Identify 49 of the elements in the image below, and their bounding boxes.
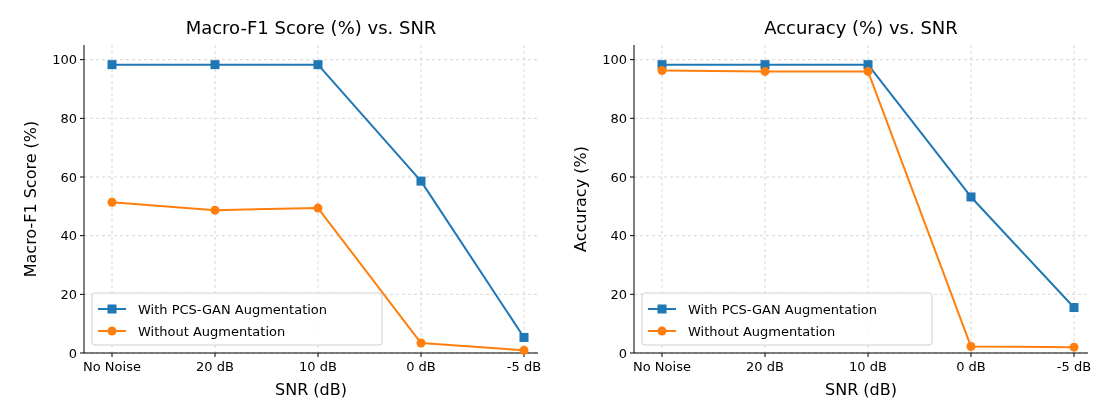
y-tick-label: 60 bbox=[60, 169, 77, 185]
x-tick-label: 10 dB bbox=[299, 359, 337, 374]
point bbox=[519, 345, 529, 355]
y-axis-title: Macro-F1 Score (%) bbox=[21, 120, 40, 278]
point bbox=[1069, 342, 1079, 352]
y-tick-label: 60 bbox=[610, 169, 627, 185]
point bbox=[107, 60, 117, 70]
x-axis-title: SNR (dB) bbox=[275, 380, 347, 399]
point bbox=[210, 205, 220, 215]
y-tick-label: 80 bbox=[60, 110, 77, 126]
x-tick-label: 20 dB bbox=[196, 359, 234, 374]
point bbox=[760, 66, 770, 76]
y-tick-label: 40 bbox=[60, 228, 77, 244]
legend-label: Without Augmentation bbox=[688, 323, 836, 339]
legend-label: With PCS-GAN Augmentation bbox=[138, 301, 328, 317]
point bbox=[519, 332, 529, 342]
x-axis-title: SNR (dB) bbox=[825, 380, 897, 399]
y-tick-label: 20 bbox=[610, 286, 627, 302]
y-tick-label: 20 bbox=[60, 286, 77, 302]
point bbox=[657, 66, 667, 76]
point bbox=[416, 338, 426, 348]
x-tick-label: 0 dB bbox=[956, 359, 986, 374]
point bbox=[313, 60, 323, 70]
x-tick-label: No Noise bbox=[633, 359, 691, 374]
x-tick-label: 0 dB bbox=[406, 359, 436, 374]
y-tick-label: 40 bbox=[610, 228, 627, 244]
chart-title: Accuracy (%) vs. SNR bbox=[764, 17, 958, 38]
x-tick-label: No Noise bbox=[83, 359, 141, 374]
point bbox=[313, 203, 323, 213]
y-tick-label: 100 bbox=[52, 52, 77, 68]
point bbox=[863, 66, 873, 76]
chart-title: Macro-F1 Score (%) vs. SNR bbox=[185, 17, 437, 38]
x-tick-label: 10 dB bbox=[849, 359, 887, 374]
y-tick-label: 80 bbox=[610, 110, 627, 126]
x-tick-label: -5 dB bbox=[506, 359, 542, 374]
point bbox=[1069, 303, 1079, 313]
point bbox=[210, 60, 220, 70]
y-tick-label: 0 bbox=[68, 345, 77, 361]
x-tick-label: -5 dB bbox=[1056, 359, 1092, 374]
y-tick-label: 0 bbox=[618, 345, 627, 361]
point bbox=[966, 192, 976, 202]
point bbox=[966, 342, 976, 352]
legend-label: With PCS-GAN Augmentation bbox=[688, 301, 878, 317]
x-tick-label: 20 dB bbox=[746, 359, 784, 374]
point bbox=[416, 176, 426, 186]
y-tick-label: 100 bbox=[602, 52, 627, 68]
legend-label: Without Augmentation bbox=[138, 323, 286, 339]
point bbox=[107, 197, 117, 207]
y-axis-title: Accuracy (%) bbox=[571, 146, 590, 252]
